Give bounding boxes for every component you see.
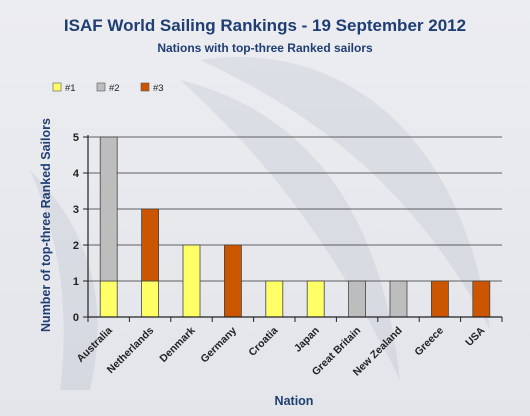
bar-greece-series-3	[430, 280, 449, 318]
x-tick-label: Japan	[292, 325, 322, 355]
watermark-sail-logo	[30, 57, 490, 390]
x-tick-label: Croatia	[246, 325, 280, 359]
x-tick-label: Germany	[198, 325, 239, 366]
y-tick-label: 3	[73, 204, 79, 216]
y-axis-label: Number of top-three Ranked Sailors	[39, 118, 53, 332]
legend-swatch-2	[96, 82, 106, 92]
bar-new-zealand-series-2	[389, 280, 408, 318]
bar-australia-series-2	[99, 136, 118, 282]
legend-swatch-1	[52, 82, 62, 92]
x-axis-label: Nation	[275, 394, 314, 408]
x-tick-label: USA	[463, 324, 487, 348]
legend-swatch-3	[140, 82, 150, 92]
legend-label-2: #2	[109, 83, 120, 94]
y-tick-label: 2	[73, 240, 79, 252]
bar-croatia-series-1	[265, 280, 284, 318]
legend: #1 #2 #3	[52, 82, 164, 94]
bar-denmark-series-1	[182, 244, 201, 318]
axes	[87, 135, 503, 322]
y-tick-label: 0	[73, 312, 79, 324]
y-tick-label: 5	[73, 132, 79, 144]
bar-germany-series-3	[223, 244, 242, 318]
chart-subtitle: Nations with top-three Ranked sailors	[157, 41, 373, 55]
x-tick-label: Denmark	[157, 325, 197, 365]
y-tick-labels: 0 1 2 3 4 5	[73, 132, 80, 324]
bar-australia-series-1	[99, 280, 118, 318]
x-tick-label: Greece	[412, 325, 446, 359]
bar-netherlands-series-1	[141, 280, 160, 318]
bar-great-britain-series-2	[348, 280, 367, 318]
y-tick-label: 1	[73, 276, 79, 288]
legend-label-3: #3	[153, 83, 164, 94]
legend-label-1: #1	[65, 83, 76, 94]
chart-title: ISAF World Sailing Rankings - 19 Septemb…	[64, 16, 466, 35]
bar-netherlands-series-3	[141, 208, 160, 282]
bar-japan-series-1	[306, 280, 325, 318]
bars	[99, 136, 491, 318]
bar-usa-series-3	[472, 280, 491, 318]
y-tick-label: 4	[73, 168, 80, 180]
